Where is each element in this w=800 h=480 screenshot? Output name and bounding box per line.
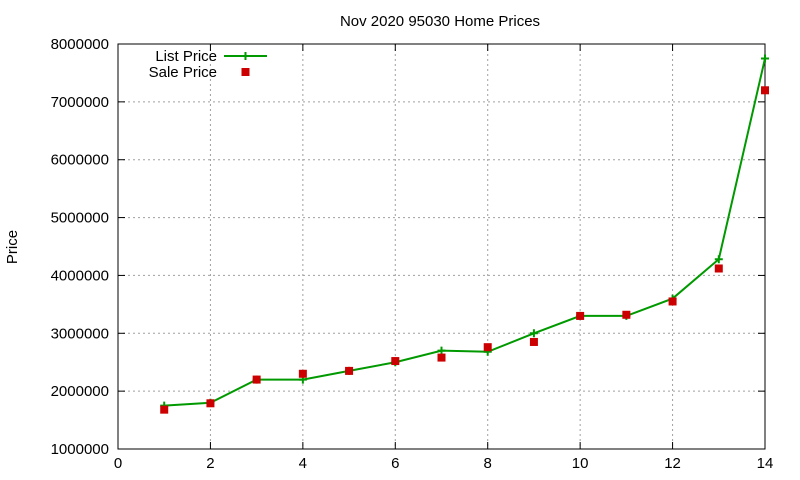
sale-price-point [761,86,769,95]
sale-price-point [160,405,169,414]
y-tick-label: 5000000 [51,210,109,227]
y-tick-label: 3000000 [51,325,109,342]
sale-price-point [206,399,215,408]
x-tick-label: 2 [206,455,214,472]
x-tick-label: 14 [757,455,774,472]
legend-swatch-sale-price [241,68,250,76]
list-price-point [761,54,769,63]
data-series [160,54,769,414]
y-tick-label: 1000000 [51,441,109,458]
sale-price-point [437,353,446,362]
sale-price-point [345,366,354,375]
sale-price-point [252,375,261,384]
sale-price-point [298,369,307,378]
y-axis-label: Price [4,230,21,264]
y-tick-label: 8000000 [51,36,109,53]
sale-price-point [529,337,538,346]
x-tick-label: 4 [299,455,307,472]
list-price-point [437,346,446,355]
legend-label-list-price: List Price [155,48,217,65]
legend-label-sale-price: Sale Price [149,64,217,81]
sale-price-point [483,343,492,352]
grid-lines [118,44,765,449]
y-tick-label: 6000000 [51,152,109,169]
legend-marker-list-price [241,52,250,60]
sale-price-point [576,311,585,320]
x-tick-label: 10 [572,455,589,472]
x-tick-label: 12 [664,455,681,472]
x-tick-label: 6 [391,455,399,472]
list-price-point [529,329,538,338]
x-tick-label: 8 [484,455,492,472]
list-price-line [164,58,766,407]
sale-price-point [668,297,677,306]
x-tick-label: 0 [114,455,122,472]
list-price-point [714,255,723,264]
y-tick-label: 4000000 [51,267,109,284]
y-tick-label: 7000000 [51,94,109,111]
legend: List Price Sale Price [149,48,267,81]
sale-price-point [391,357,400,366]
axis-ticks: 0 2 4 6 8 10 12 14 1000000 2000000 3000000 4000000 5… [51,36,774,472]
sale-price-point [622,310,631,319]
chart-title: Nov 2020 95030 Home Prices [340,13,540,30]
plot-frame [117,43,766,450]
y-tick-label: 2000000 [51,383,109,400]
sale-price-point [714,264,723,273]
